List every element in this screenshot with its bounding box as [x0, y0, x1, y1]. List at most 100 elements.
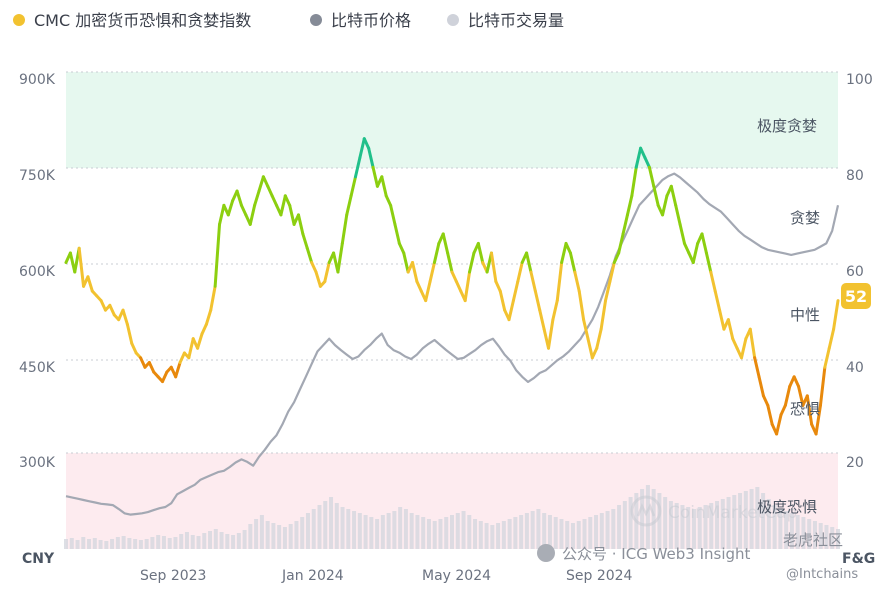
fng-segment [235, 189, 243, 207]
volume-bar [231, 535, 236, 549]
x-axis: Sep 2023 Jan 2024 May 2024 Sep 2024 [140, 568, 633, 584]
volume-bar [542, 513, 547, 549]
volume-bar [409, 513, 414, 549]
fng-segment [621, 213, 629, 236]
volume-bar [761, 493, 766, 549]
volume-bar [254, 519, 259, 549]
volume-bar [133, 539, 138, 549]
volume-bar [617, 505, 622, 549]
fng-segment [779, 403, 787, 417]
fng-segment [226, 199, 235, 217]
fng-segment [604, 280, 612, 303]
volume-bar [501, 521, 506, 549]
volume-bar [605, 511, 610, 549]
volume-bar [173, 537, 178, 549]
fng-segment [121, 308, 129, 326]
fng-segment [682, 241, 691, 255]
left-tick-600k: 600K [19, 264, 56, 280]
volume-bar [271, 523, 276, 549]
coinmarketcap-logo-icon [630, 495, 662, 527]
volume-bar [432, 521, 437, 549]
volume-bar [697, 507, 702, 549]
fng-segment [283, 194, 292, 207]
x-tick-may-2024: May 2024 [422, 568, 491, 584]
fng-segment [362, 137, 371, 150]
fng-segment [174, 361, 182, 379]
fng-segment [639, 146, 647, 160]
volume-bar [208, 531, 213, 549]
fng-segment [669, 184, 678, 207]
fng-segment [652, 184, 660, 207]
fng-segment [86, 275, 94, 293]
volume-bar [161, 536, 166, 549]
fng-segment [761, 394, 770, 407]
volume-bar [570, 523, 575, 549]
price-series-line [65, 172, 840, 516]
fng-segment [446, 251, 454, 274]
volume-bar [202, 533, 207, 549]
volume-bar [588, 517, 593, 549]
fng-segment [266, 184, 274, 198]
fng-segment [661, 194, 669, 217]
fng-segment [608, 261, 616, 284]
volume-bar [668, 501, 673, 549]
volume-bar [478, 521, 483, 549]
fng-segment [783, 384, 792, 407]
volume-bar [738, 493, 743, 549]
volume-bar [346, 509, 351, 549]
fng-segment [270, 194, 279, 207]
volume-bar [490, 525, 495, 549]
left-tick-750k: 750K [19, 168, 56, 184]
volume-bar [150, 537, 155, 549]
volume-bar [830, 527, 835, 549]
volume-bar [219, 532, 224, 549]
volume-bar [426, 519, 431, 549]
volume-bar [334, 503, 339, 549]
volume-bar [789, 513, 794, 549]
fng-segment [595, 327, 603, 350]
volume-bar [663, 497, 668, 549]
volume-bar [674, 503, 679, 549]
volume-bar [726, 497, 731, 549]
current-value-badge: 52 [841, 283, 871, 309]
volume-bar [473, 519, 478, 549]
fng-segment [643, 156, 651, 169]
volume-bar [375, 519, 380, 549]
fng-segment [323, 261, 331, 284]
fng-segment [99, 299, 107, 312]
volume-bar [369, 517, 374, 549]
footer-watermark-right: 老虎社区 [783, 531, 843, 549]
fng-series-line [64, 137, 840, 436]
fng-segment [428, 261, 436, 284]
fng-segment [748, 327, 757, 360]
volume-bar [784, 511, 789, 549]
fng-segment [823, 346, 831, 369]
volume-bar [507, 519, 512, 549]
fng-segment [161, 370, 169, 384]
fng-segment [209, 284, 217, 312]
volume-bar [657, 493, 662, 549]
fng-segment [253, 189, 261, 207]
volume-bar [184, 532, 189, 549]
volume-bar [801, 517, 806, 549]
volume-bar [766, 499, 771, 549]
fng-segment [547, 318, 555, 350]
volume-bar [305, 513, 310, 549]
fng-segment [301, 232, 309, 250]
legend: CMC 加密货币恐惧和贪婪指数 比特币价格 比特币交易量 [13, 11, 564, 30]
fng-segment [411, 261, 419, 284]
volume-bar [110, 539, 115, 549]
fng-segment [766, 403, 774, 426]
fng-segment [757, 375, 765, 398]
fng-segment [200, 322, 208, 336]
fng-segment [678, 222, 686, 245]
volume-bar [288, 524, 293, 549]
legend-label-price: 比特币价格 [331, 11, 411, 30]
fng-segment [384, 194, 393, 207]
fng-segment [340, 213, 349, 245]
volume-bar [651, 489, 656, 549]
volume-bar [455, 513, 460, 549]
fng-segment [612, 251, 621, 264]
fng-segment [753, 356, 761, 379]
fng-segment [525, 251, 533, 274]
